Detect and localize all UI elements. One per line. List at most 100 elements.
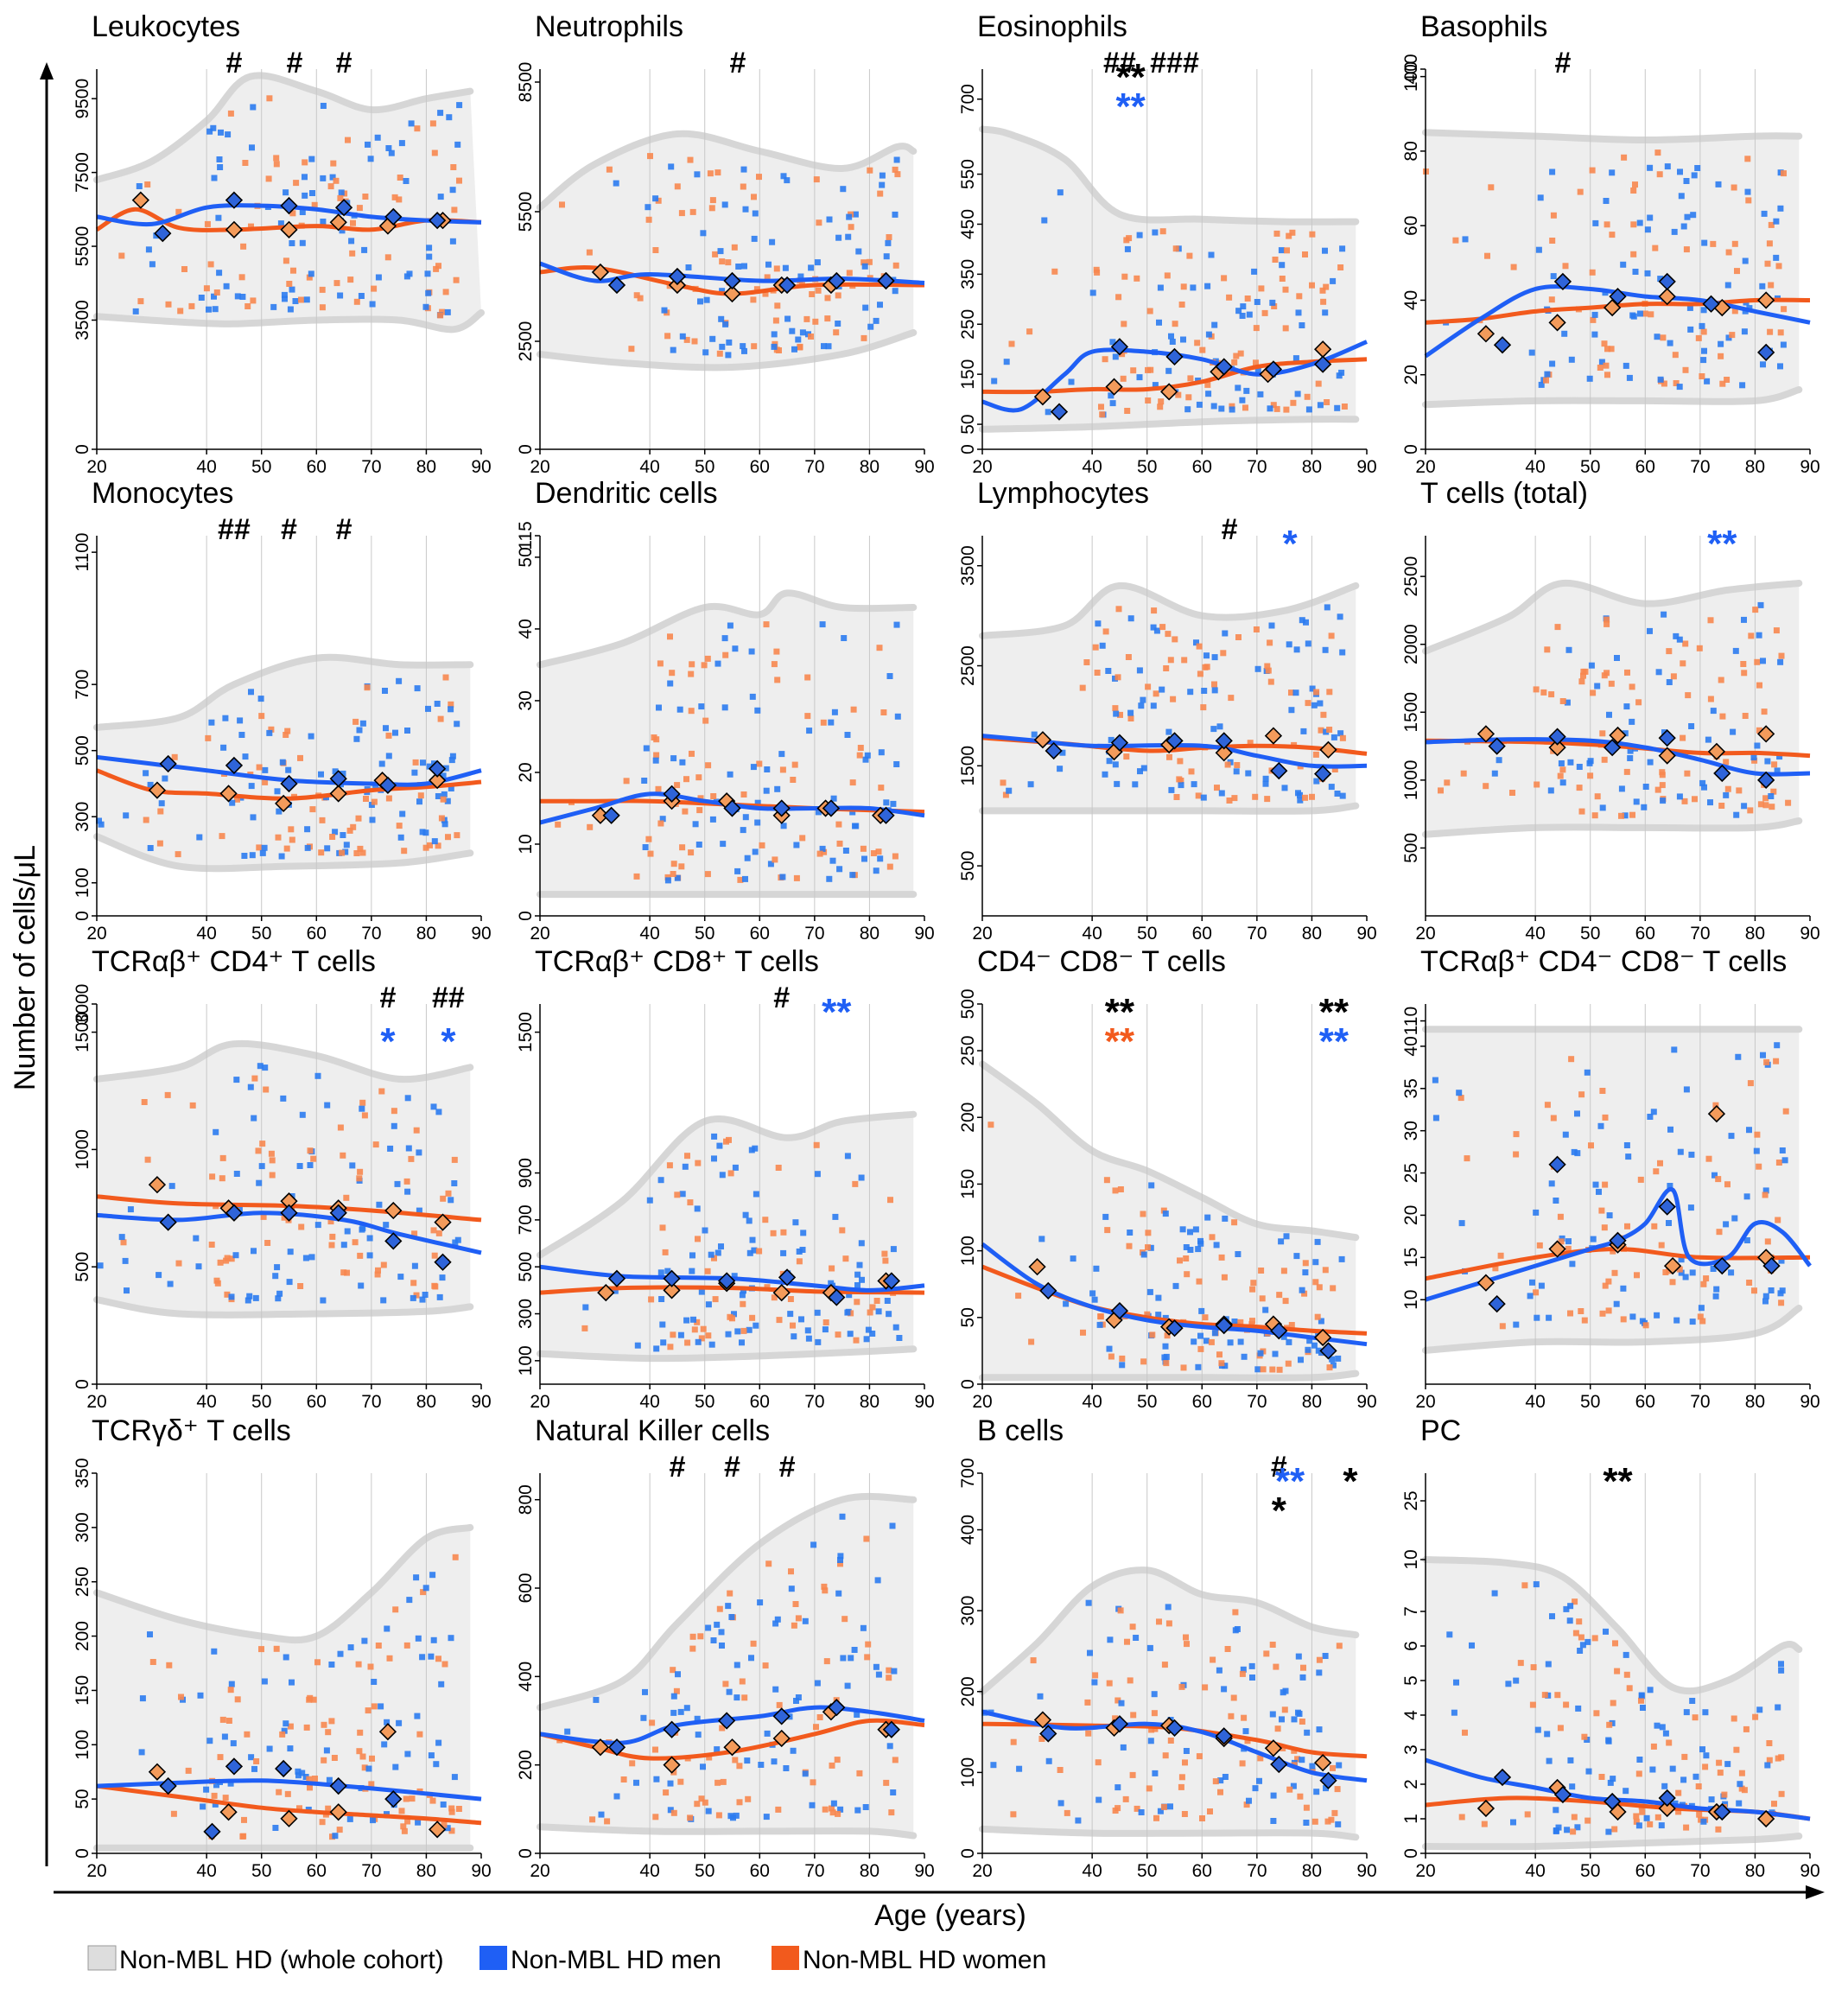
point-women <box>842 1255 849 1262</box>
point-women <box>759 842 765 848</box>
point-men <box>1597 1122 1604 1129</box>
point-men <box>1711 1172 1718 1179</box>
point-women <box>1614 1668 1621 1674</box>
point-men <box>213 1128 219 1135</box>
point-women <box>1145 1244 1151 1251</box>
point-men <box>419 1296 426 1303</box>
point-men <box>1293 1253 1300 1260</box>
point-men <box>371 1679 378 1685</box>
point-women <box>1659 772 1666 778</box>
point-men <box>370 1817 376 1824</box>
point-men <box>1075 1817 1082 1824</box>
point-women <box>310 1155 317 1162</box>
point-women <box>773 648 780 655</box>
point-men <box>440 772 447 779</box>
point-women <box>188 302 195 309</box>
point-men <box>1638 1692 1645 1699</box>
point-men <box>783 1765 790 1771</box>
point-women <box>120 1239 127 1246</box>
point-women <box>822 1587 829 1594</box>
point-women <box>1763 1058 1770 1065</box>
point-men <box>1629 1313 1636 1320</box>
point-men <box>1240 1666 1247 1673</box>
point-women <box>268 726 275 733</box>
point-men <box>797 273 804 280</box>
point-men <box>444 798 451 804</box>
x-tick-label: 20 <box>972 1861 992 1881</box>
point-men <box>1610 1776 1616 1782</box>
point-men <box>1688 1151 1695 1158</box>
point-women <box>1181 657 1188 664</box>
legend-label-women: Non-MBL HD women <box>803 1946 1046 1974</box>
point-women <box>815 287 822 294</box>
point-women <box>307 1147 314 1154</box>
point-men <box>441 821 448 828</box>
point-men <box>804 1327 811 1334</box>
point-men <box>1567 1757 1574 1763</box>
point-men <box>1667 1183 1673 1189</box>
y-tick-label: 115 <box>516 521 536 550</box>
point-women <box>1149 1331 1156 1338</box>
point-men <box>1136 232 1143 238</box>
point-men <box>332 1833 339 1840</box>
point-men <box>419 829 426 836</box>
x-tick-label: 40 <box>1082 1861 1102 1881</box>
point-men <box>1451 1709 1457 1716</box>
y-tick-label: 2500 <box>958 645 978 686</box>
point-men <box>740 166 747 173</box>
point-women <box>1731 308 1738 315</box>
point-women <box>1010 1811 1017 1818</box>
point-women <box>1601 340 1608 347</box>
men-median-marker <box>1314 355 1332 373</box>
point-men <box>1133 1635 1140 1641</box>
point-women <box>722 1681 729 1687</box>
point-women <box>1675 1789 1682 1796</box>
point-women <box>705 762 712 769</box>
men-median-marker <box>1270 1322 1288 1340</box>
point-women <box>1682 366 1689 373</box>
point-men <box>837 1553 844 1560</box>
x-tick-label: 90 <box>1356 1392 1376 1412</box>
point-women <box>1185 394 1192 401</box>
men-median-marker <box>1762 1256 1781 1275</box>
point-women <box>751 194 757 200</box>
point-men <box>344 1228 351 1235</box>
point-women <box>1178 1774 1185 1781</box>
point-women <box>1330 1764 1336 1771</box>
y-tick-label: 5 <box>1401 1675 1421 1686</box>
point-men <box>815 1338 822 1345</box>
point-women <box>372 1141 379 1148</box>
point-men <box>302 1255 309 1261</box>
point-women <box>773 265 780 272</box>
point-men <box>404 1188 411 1195</box>
point-men <box>1623 1651 1629 1658</box>
point-women <box>1224 1646 1231 1652</box>
point-men <box>844 1153 851 1160</box>
point-men <box>1513 1677 1520 1684</box>
point-men <box>694 1715 701 1722</box>
point-women <box>1151 1710 1158 1717</box>
point-men <box>1683 1709 1690 1716</box>
point-women <box>1717 1770 1724 1776</box>
point-women <box>852 1180 859 1187</box>
point-women <box>397 175 403 181</box>
point-men <box>1576 764 1583 770</box>
point-men <box>420 759 426 766</box>
point-men <box>1692 1773 1699 1780</box>
point-women <box>177 308 184 315</box>
point-women <box>359 849 366 856</box>
point-women <box>312 1776 318 1782</box>
point-men <box>1760 361 1766 368</box>
point-women <box>670 1769 677 1776</box>
point-women <box>1134 1805 1140 1812</box>
point-men <box>1041 217 1048 224</box>
x-tick-label: 90 <box>471 1861 491 1881</box>
point-men <box>1550 273 1557 280</box>
point-men <box>1687 326 1694 333</box>
point-women <box>1635 1770 1642 1777</box>
women-median-marker <box>1604 298 1622 317</box>
point-men <box>1760 1052 1766 1058</box>
point-men <box>1299 322 1305 328</box>
point-men <box>198 295 205 301</box>
point-women <box>1756 1163 1762 1170</box>
